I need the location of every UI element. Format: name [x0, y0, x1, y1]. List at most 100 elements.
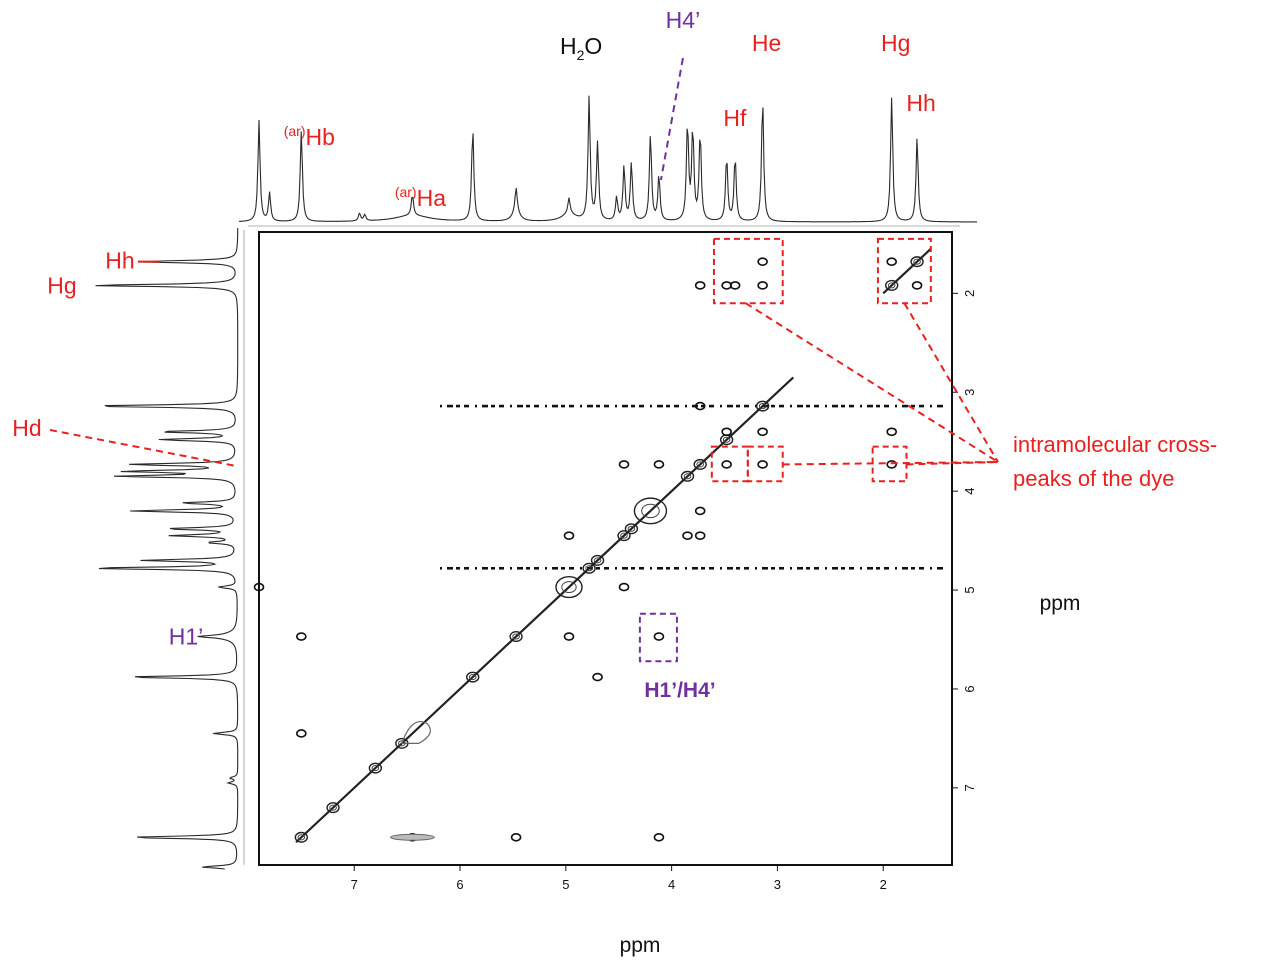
noise-dash-0: [622, 404, 628, 408]
noise-dash-0: [860, 404, 862, 408]
noise-dash-0: [876, 404, 880, 408]
noise-dash-1: [639, 566, 644, 570]
diagonal-peak-inner: [641, 503, 660, 519]
noise-dash-1: [884, 566, 889, 570]
noise-dash-0: [650, 404, 652, 408]
cross-peak: [757, 257, 768, 266]
noise-dash-0: [771, 404, 775, 408]
annotations: intramolecular cross-peaks of the dye H1’…: [644, 302, 1217, 702]
highlight-box: [638, 612, 678, 663]
noise-dash-1: [622, 566, 628, 570]
noise-dash-1: [456, 566, 460, 570]
noise-dash-0: [832, 404, 838, 408]
peak-label-7: (ar)Ha: [395, 184, 446, 211]
noise-dash-1: [440, 566, 442, 570]
cross-peak: [721, 281, 732, 290]
x-tick-label: 6: [456, 877, 463, 892]
cross-peak-broad: [389, 833, 435, 841]
noise-dash-1: [580, 566, 582, 570]
highlight-boxes: [638, 237, 932, 663]
side-peak-labels: Hh Hg Hd H1’: [12, 248, 237, 650]
noise-dash-1: [569, 566, 574, 570]
diagonal-peak: [884, 279, 899, 291]
noise-dash-1: [475, 566, 477, 570]
noise-dash-0: [615, 404, 617, 408]
diagonal-peak: [624, 523, 639, 535]
diagonal-peaks: [294, 248, 932, 844]
diagonal-line: [295, 376, 795, 844]
noise-dash-0: [841, 404, 845, 408]
hd-pointer-line: [49, 429, 237, 467]
noise-dash-0: [580, 404, 582, 408]
noise-dash-0: [604, 404, 609, 408]
noise-dash-1: [911, 566, 915, 570]
noise-dash-1: [650, 566, 652, 570]
diagonal-peak-inner: [561, 581, 577, 594]
diagonal-peak: [582, 562, 596, 574]
noise-dash-0: [510, 404, 512, 408]
noise-dash-0: [727, 404, 733, 408]
noise-dash-0: [895, 404, 897, 408]
noise-dash-1: [902, 566, 908, 570]
noise-dash-1: [937, 566, 943, 570]
x-axis-ticks: 7 6 5 4 3 2: [351, 865, 887, 892]
noise-dash-1: [464, 566, 469, 570]
cross-peak: [682, 531, 693, 540]
diagonal-peak: [910, 256, 924, 268]
noise-dash-1: [596, 566, 600, 570]
noise-dash-1: [876, 566, 880, 570]
noise-dash-0: [639, 404, 644, 408]
cross-peak: [757, 281, 768, 290]
noise-dash-0: [499, 404, 504, 408]
diagonal-line-upper: [882, 248, 932, 295]
noise-dash-0: [779, 404, 784, 408]
noise-dash-1: [790, 566, 792, 570]
dye-annotation-pointer: [745, 302, 999, 463]
cross-peak: [253, 582, 265, 592]
noise-dash-0: [762, 404, 768, 408]
noise-dash-0: [849, 404, 854, 408]
x-tick-label: 2: [880, 877, 887, 892]
noise-dash-1: [860, 566, 862, 570]
noise-dash-1: [779, 566, 784, 570]
noise-dash-1: [674, 566, 679, 570]
diagonal-peak-inner: [297, 834, 306, 841]
noise-dash-1: [709, 566, 714, 570]
noise-dash-1: [825, 566, 827, 570]
noise-dash-1: [510, 566, 512, 570]
noise-dash-0: [674, 404, 679, 408]
cross-peak: [653, 460, 665, 469]
noise-dash-1: [604, 566, 609, 570]
y-axis-label: ppm: [1040, 592, 1081, 615]
top-spectrum-trace: [238, 95, 977, 223]
diagonal-peak-inner: [593, 557, 602, 564]
noise-dash-0: [447, 404, 453, 408]
noise-dash-0: [491, 404, 495, 408]
noise-dash-1: [762, 566, 768, 570]
noise-dash-0: [587, 404, 593, 408]
plot-frame: [258, 231, 953, 866]
noise-dash-1: [797, 566, 803, 570]
noise-dash-0: [534, 404, 539, 408]
noise-dash-1: [499, 566, 504, 570]
y-axis-ticks: 2 3 4 5 6 7: [952, 290, 977, 791]
peak-label-0: H2O: [560, 33, 602, 63]
cross-peak: [618, 460, 630, 469]
x-tick-label: 7: [351, 877, 358, 892]
noise-dash-0: [930, 404, 932, 408]
noise-dash-0: [517, 404, 523, 408]
x-tick-label: 4: [668, 877, 675, 892]
cross-peak: [886, 427, 897, 437]
noise-dash-1: [657, 566, 663, 570]
diagonal-peak: [617, 530, 631, 542]
noise-dash-1: [919, 566, 924, 570]
cross-peak: [911, 281, 923, 290]
noise-dash-0: [475, 404, 477, 408]
dye-annotation-pointer: [782, 461, 999, 466]
h1-h4-annotation: H1’/H4’: [644, 679, 715, 702]
y-tick-label: 3: [962, 389, 977, 396]
y-tick-label: 6: [962, 685, 977, 692]
noise-dash-0: [911, 404, 915, 408]
highlight-box: [746, 445, 784, 483]
